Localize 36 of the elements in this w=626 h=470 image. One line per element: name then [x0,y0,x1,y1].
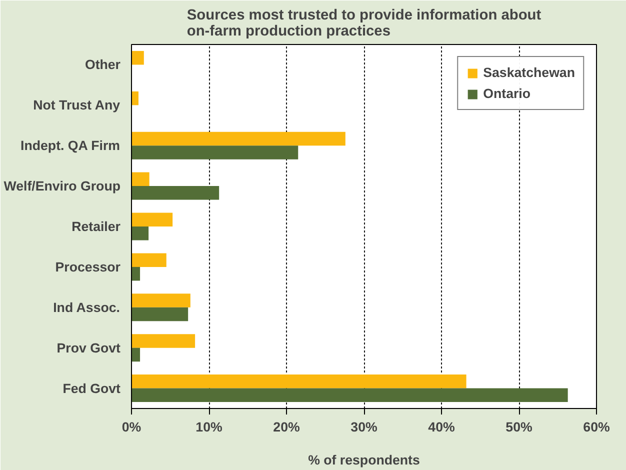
bar [132,388,568,402]
bar [132,91,138,106]
x-tick-label: 60% [583,420,610,434]
y-tick-label: Indept. QA Firm [20,138,120,154]
bar [132,334,196,348]
legend-label: Saskatchewan [483,65,575,80]
bar [132,307,188,322]
y-tick-label: Processor [55,259,121,274]
x-tick-label: 40% [428,420,455,434]
chart-title: Sources most trusted to provide information about on-farm production practices [186,8,542,40]
legend-label: Ontario [483,86,531,101]
bar [132,348,140,362]
x-tick-label: 20% [273,420,300,434]
x-tick-label: 50% [506,420,532,434]
bar [132,294,190,308]
y-tick-label: Fed Govt [62,380,122,396]
bar [132,172,150,186]
bar [132,132,346,146]
x-tick-label: 30% [350,420,378,434]
bar [132,253,166,267]
y-tick-label: Other [84,57,120,72]
y-tick-label: Not Trust Any [33,98,121,113]
bar [132,374,466,388]
bar [132,266,140,281]
y-tick-label: Prov Govt [56,340,122,356]
y-tick-label: Retailer [72,219,121,234]
bar [132,146,298,160]
y-tick-label: Welf/Enviro Group [4,178,121,194]
bar [132,212,173,226]
x-tick-label: 0% [122,420,142,434]
bar [132,50,144,65]
x-axis-title: % of respondents [308,452,420,468]
x-tick-label: 10% [196,420,222,434]
y-tick-label: Ind Assoc. [53,300,120,315]
bar [132,226,149,240]
bar [132,186,220,200]
